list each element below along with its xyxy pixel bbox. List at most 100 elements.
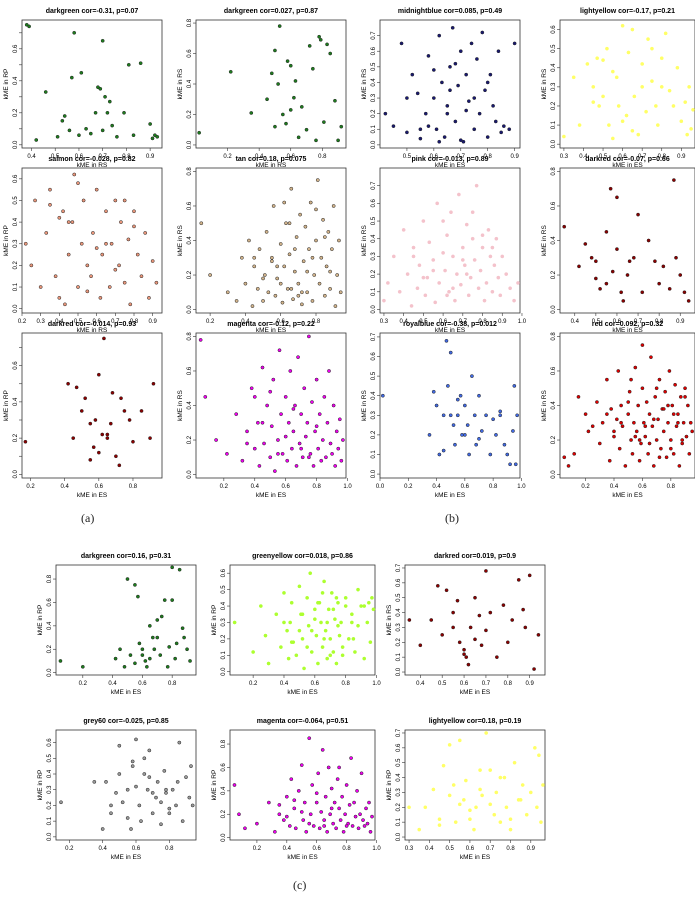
x-tick-label: 0.8 (667, 484, 676, 490)
data-point (391, 124, 396, 128)
x-tick-label: 0.7 (482, 681, 491, 687)
data-point (411, 254, 416, 259)
data-point (131, 133, 136, 138)
data-point (128, 302, 133, 307)
data-point (336, 446, 341, 451)
x-axis-label: kME in ES (256, 327, 287, 334)
data-point (583, 242, 588, 246)
data-point (539, 820, 543, 825)
data-point (190, 803, 195, 808)
x-tick-label: 0.9 (526, 681, 535, 687)
data-point (585, 62, 590, 66)
y-axis-label: kME in RP (37, 770, 44, 801)
data-point (482, 298, 487, 303)
data-point (437, 452, 442, 457)
data-point (117, 743, 122, 748)
data-point (475, 57, 479, 61)
data-point (505, 640, 510, 645)
data-point (263, 633, 268, 638)
y-tick-label: 0.4 (551, 236, 557, 245)
data-point (535, 805, 539, 810)
data-point (605, 377, 609, 382)
data-point (282, 264, 287, 269)
data-point (331, 403, 336, 408)
data-point (275, 264, 280, 269)
y-tick-label: 0.2 (551, 270, 557, 279)
data-point (366, 600, 371, 605)
scatter-panel-8: darkred cor=-0.07, p=0.660.4 0.5 0.6 0.7 0.8… (541, 156, 695, 334)
x-tick-label: 0.9 (146, 154, 155, 160)
data-point (96, 450, 101, 455)
data-point (571, 75, 576, 80)
data-point (661, 429, 666, 434)
data-point (358, 812, 362, 817)
data-point (314, 633, 319, 638)
y-tick-label: 0.1 (47, 816, 53, 825)
data-point (307, 736, 312, 741)
data-point (93, 418, 98, 422)
data-point (488, 610, 493, 615)
data-point (597, 104, 601, 108)
data-point (326, 765, 331, 770)
data-point (134, 737, 138, 742)
y-tick-label: 0.0 (187, 470, 193, 479)
data-point (627, 389, 632, 394)
data-point (480, 793, 484, 798)
x-tick-label: 0.2 (206, 319, 215, 325)
x-tick-label: 0.3 (380, 319, 389, 325)
data-point (607, 458, 612, 463)
data-point (174, 641, 179, 646)
scatter-panel-16: grey60 cor=-0.025, p=0.85 0.2 0.4 0.6 0.8 0.0… (37, 718, 197, 861)
data-point (407, 618, 412, 622)
y-axis-label: kME in RS (541, 68, 548, 99)
data-point (625, 273, 630, 277)
data-point (287, 824, 292, 828)
data-point (676, 412, 680, 416)
data-point (147, 656, 152, 661)
data-point (629, 438, 633, 442)
panel-label-a: (a) (81, 511, 95, 525)
y-tick-label: 0.6 (13, 174, 19, 183)
data-point (680, 441, 685, 446)
data-point (494, 433, 498, 437)
data-point (71, 436, 76, 440)
data-point (307, 455, 311, 460)
y-tick-label: 0.5 (551, 44, 557, 53)
plot-title: darkgreen cor=0.16, p=0.31 (81, 553, 171, 560)
x-tick-label: 0.4 (108, 681, 117, 687)
data-point (297, 628, 302, 633)
data-point (464, 108, 469, 113)
data-point (296, 789, 301, 793)
y-tick-label: 0.2 (221, 809, 227, 818)
data-point (125, 816, 130, 820)
data-point (431, 96, 436, 100)
data-point (330, 451, 334, 456)
data-point (150, 136, 155, 141)
data-point (266, 290, 271, 295)
data-point (661, 407, 666, 411)
data-point (650, 46, 654, 51)
data-point (104, 241, 108, 246)
y-tick-label: 0.1 (551, 120, 557, 129)
data-point (130, 764, 135, 768)
data-point (350, 612, 354, 617)
data-point (643, 424, 648, 429)
data-point (601, 58, 605, 62)
data-point (119, 396, 123, 401)
data-point (484, 413, 488, 418)
data-point (269, 71, 274, 76)
data-point (299, 810, 304, 814)
y-tick-label: 0.5 (396, 593, 402, 602)
data-point (457, 738, 462, 743)
data-point (294, 653, 299, 658)
data-point (318, 37, 323, 42)
data-point (308, 571, 313, 576)
data-point (511, 429, 515, 433)
x-tick-label: 1.0 (518, 319, 527, 325)
x-tick-label: 0.6 (277, 319, 286, 325)
data-point (280, 300, 285, 305)
plot-frame (21, 332, 163, 479)
data-point (508, 286, 512, 291)
data-point (595, 56, 600, 61)
x-tick-label: 0.5 (403, 154, 412, 160)
